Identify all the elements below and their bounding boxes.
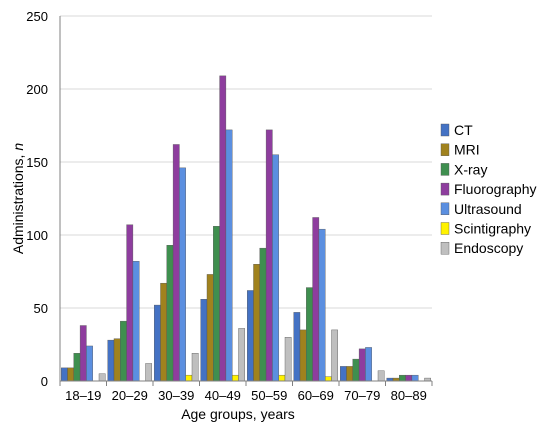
legend: CT MRI X-ray Fluorography Ultrasound Scintigr… — [440, 122, 537, 256]
x-tick-label: 18–19 — [65, 388, 101, 403]
bar-scintigraphy-4 — [278, 374, 286, 382]
bar-scintigraphy-5 — [325, 376, 332, 382]
legend-swatch — [440, 222, 450, 235]
bar-endoscopy-6 — [377, 370, 385, 382]
bar-mri-5 — [299, 329, 307, 382]
bar-x-ray-6 — [352, 358, 360, 382]
bar-ct-6 — [340, 366, 347, 382]
bar-ultrasound-2 — [179, 167, 186, 382]
x-tick-label: 30–39 — [158, 388, 194, 403]
x-tick-label: 50–59 — [251, 388, 287, 403]
bar-x-ray-1 — [120, 320, 127, 382]
bar-fluorography-4 — [265, 129, 273, 382]
legend-swatch — [440, 143, 450, 156]
bar-ct-0 — [61, 367, 68, 382]
bar-mri-2 — [160, 282, 168, 382]
bar-fluorography-2 — [172, 144, 180, 382]
bar-x-ray-5 — [306, 287, 313, 382]
bar-ultrasound-0 — [86, 345, 93, 382]
legend-swatch — [440, 123, 450, 137]
bar-mri-6 — [346, 366, 354, 382]
bar-endoscopy-1 — [145, 363, 153, 382]
bar-x-ray-2 — [166, 245, 174, 382]
y-tick-label: 250 — [26, 9, 48, 24]
y-tick-label: 0 — [41, 374, 48, 389]
bar-fluorography-0 — [79, 325, 87, 382]
legend-label: CT — [454, 122, 473, 138]
bar-ct-1 — [107, 339, 115, 382]
bar-endoscopy-3 — [238, 328, 246, 382]
bar-mri-4 — [253, 264, 261, 382]
gridlines — [59, 15, 432, 381]
bar-endoscopy-2 — [191, 353, 199, 382]
x-tick-label: 40–49 — [205, 388, 241, 403]
bar-fluorography-5 — [312, 217, 320, 382]
bar-ultrasound-5 — [318, 228, 326, 382]
y-tick-label: 200 — [26, 82, 48, 97]
y-tick-label: 100 — [26, 228, 48, 243]
bar-endoscopy-0 — [98, 373, 106, 382]
legend-label: Scintigraphy — [454, 221, 531, 237]
legend-label: Ultrasound — [454, 201, 522, 217]
bar-ct-3 — [200, 299, 208, 382]
bar-ct-4 — [246, 290, 254, 382]
x-tick-label: 60–69 — [298, 388, 334, 403]
bar-ultrasound-4 — [272, 154, 279, 382]
y-tick-label: 50 — [34, 301, 48, 316]
legend-swatch — [440, 182, 450, 196]
bar-x-ray-4 — [259, 247, 267, 382]
legend-swatch — [440, 163, 450, 176]
bar-mri-3 — [206, 274, 214, 382]
bar-ct-5 — [293, 312, 301, 382]
bar-fluorography-3 — [219, 75, 227, 382]
bar-ultrasound-1 — [132, 261, 140, 382]
bar-fluorography-7 — [405, 374, 413, 382]
y-axis-title-main: Administrations, — [10, 151, 26, 254]
y-axis-title-italic: n — [10, 143, 26, 151]
y-axis-ticks: 0 50 100 150 200 250 — [26, 9, 48, 389]
bar-x-ray-0 — [73, 353, 81, 382]
bar-mri-0 — [67, 367, 75, 382]
bars — [61, 75, 432, 382]
bar-endoscopy-5 — [331, 329, 339, 382]
bar-ultrasound-7 — [411, 374, 419, 382]
x-tick-label: 80–89 — [391, 388, 427, 403]
bar-scintigraphy-3 — [231, 374, 239, 382]
bar-mri-1 — [113, 338, 121, 382]
x-tick-label: 70–79 — [344, 388, 380, 403]
y-tick-label: 150 — [26, 155, 48, 170]
bar-fluorography-1 — [126, 224, 134, 382]
legend-swatch — [440, 202, 450, 216]
legend-swatch — [440, 241, 450, 255]
legend-label: Endoscopy — [454, 240, 523, 256]
x-tick-label: 20–29 — [112, 388, 148, 403]
bar-ultrasound-3 — [225, 129, 233, 382]
bar-scintigraphy-2 — [185, 374, 193, 382]
x-axis-title: Age groups, years — [181, 406, 295, 422]
bar-endoscopy-4 — [284, 337, 292, 382]
bar-ct-2 — [153, 304, 161, 382]
bar-fluorography-6 — [358, 348, 366, 382]
legend-label: MRI — [454, 142, 480, 158]
bar-ultrasound-6 — [365, 347, 372, 382]
bar-x-ray-7 — [399, 374, 406, 382]
y-axis-title: Administrations, n — [10, 143, 26, 254]
legend-label: X-ray — [454, 161, 487, 177]
legend-label: Fluorography — [454, 181, 537, 197]
bar-x-ray-3 — [213, 226, 220, 382]
x-axis-ticks: 18–19 20–29 30–39 40–49 50–59 60–69 70–79 80–89 — [59, 381, 433, 403]
